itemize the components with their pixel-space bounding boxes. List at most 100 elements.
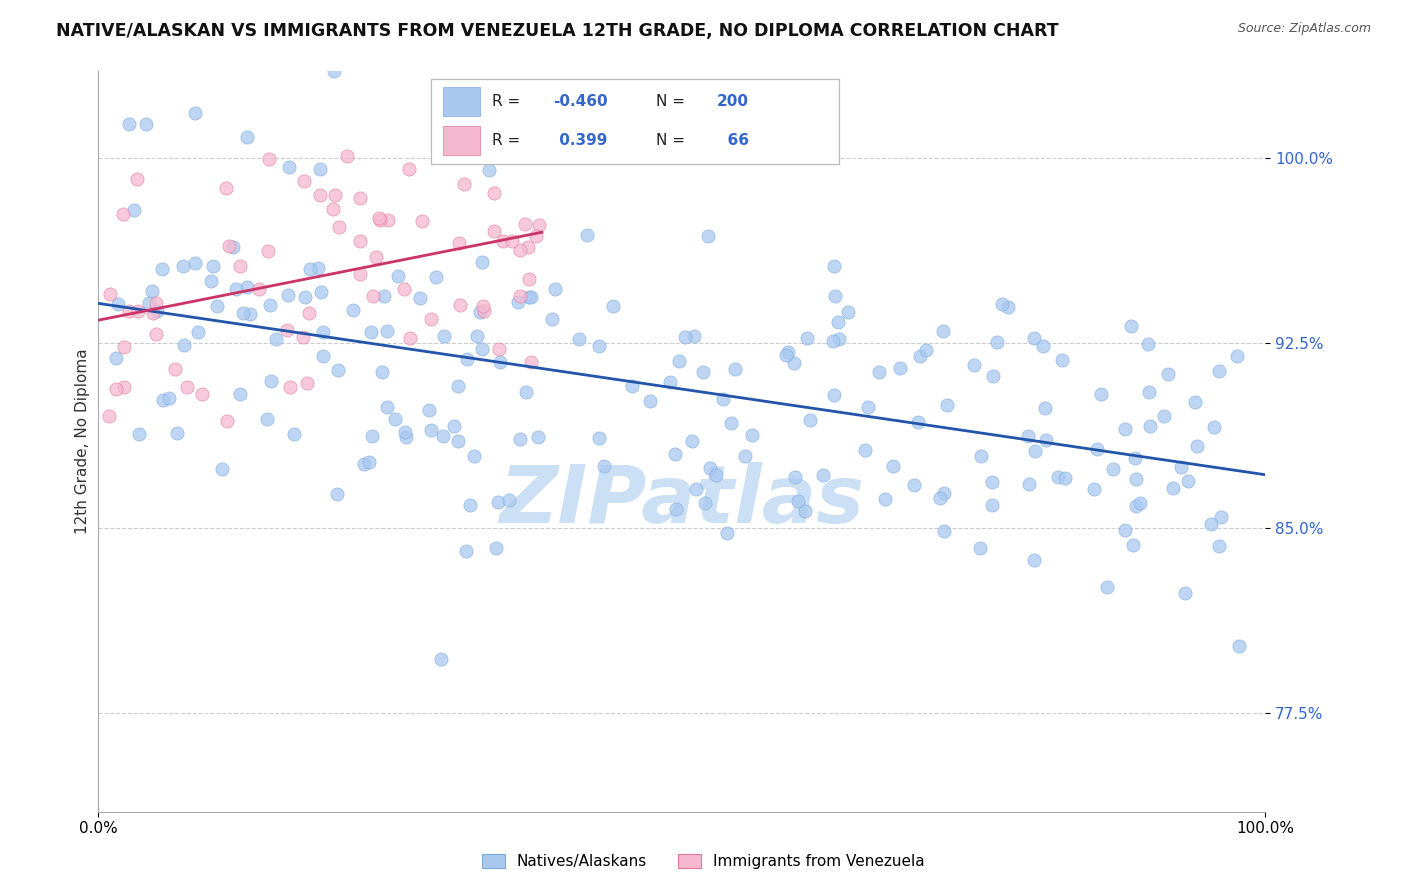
Point (716, 526, 738, 541)
Point (443, 419, 465, 434)
Point (1125, 472, 1147, 486)
Point (932, 324, 955, 338)
Point (711, 392, 734, 406)
Point (472, 299, 495, 313)
Point (349, 191, 371, 205)
Point (1090, 386, 1112, 401)
Point (1017, 429, 1039, 443)
Point (1119, 318, 1142, 333)
Point (145, 304, 167, 318)
Point (1035, 433, 1057, 447)
Point (1046, 470, 1069, 484)
Point (903, 478, 925, 492)
Point (411, 213, 433, 227)
Point (793, 504, 815, 518)
Point (489, 355, 512, 369)
Point (298, 306, 321, 320)
Point (409, 291, 432, 305)
Point (172, 259, 194, 273)
Point (527, 218, 550, 232)
Point (488, 342, 510, 356)
Point (1226, 349, 1249, 363)
Point (969, 541, 991, 555)
Point (1095, 580, 1118, 594)
Point (112, 340, 135, 354)
Point (468, 305, 491, 319)
Point (349, 267, 371, 281)
Point (484, 224, 506, 238)
Point (889, 361, 911, 376)
Point (141, 285, 163, 299)
Point (741, 428, 763, 442)
Point (981, 498, 1004, 512)
Point (184, 256, 207, 270)
Point (328, 219, 350, 234)
Point (145, 295, 167, 310)
Point (323, 64, 346, 78)
Point (277, 161, 299, 175)
Point (176, 380, 198, 394)
Point (724, 362, 747, 376)
Point (394, 425, 416, 439)
Point (259, 298, 281, 312)
Point (425, 270, 447, 285)
Point (107, 297, 129, 311)
Point (856, 400, 879, 414)
Point (228, 259, 250, 273)
Point (98, 286, 121, 301)
Point (799, 413, 821, 427)
Point (1177, 474, 1199, 488)
Point (620, 379, 643, 393)
Point (541, 311, 564, 326)
Point (796, 331, 818, 345)
Point (202, 259, 225, 273)
Point (963, 358, 986, 372)
Point (1122, 538, 1144, 552)
Point (260, 374, 283, 388)
Point (364, 250, 387, 264)
Point (824, 259, 846, 273)
Point (184, 105, 207, 120)
Point (1184, 394, 1206, 409)
Point (398, 331, 420, 345)
Point (138, 296, 160, 310)
Point (384, 412, 406, 426)
Point (486, 495, 509, 509)
Point (247, 282, 270, 296)
Point (229, 387, 252, 401)
Point (298, 262, 321, 277)
Point (492, 234, 515, 248)
Point (135, 116, 157, 130)
Point (720, 417, 742, 431)
Point (395, 430, 418, 444)
Point (823, 388, 845, 402)
Point (292, 174, 315, 188)
Point (375, 324, 398, 338)
Point (1139, 418, 1161, 433)
Point (420, 424, 443, 438)
Point (1156, 367, 1178, 381)
Point (283, 427, 305, 442)
Point (1137, 385, 1160, 400)
Point (217, 414, 239, 428)
Point (907, 416, 929, 430)
Point (734, 449, 756, 463)
Point (681, 434, 703, 448)
Point (1129, 496, 1152, 510)
Point (1114, 422, 1136, 436)
Point (118, 117, 141, 131)
Point (264, 332, 287, 346)
Point (786, 494, 808, 508)
Point (882, 458, 904, 473)
Point (477, 163, 499, 178)
Point (837, 304, 859, 318)
Point (1054, 471, 1077, 485)
Point (1170, 459, 1192, 474)
Point (239, 307, 262, 321)
Point (463, 449, 485, 463)
Point (166, 425, 188, 440)
Point (308, 161, 330, 176)
Point (1227, 639, 1250, 653)
Point (980, 475, 1002, 490)
Point (997, 300, 1019, 314)
